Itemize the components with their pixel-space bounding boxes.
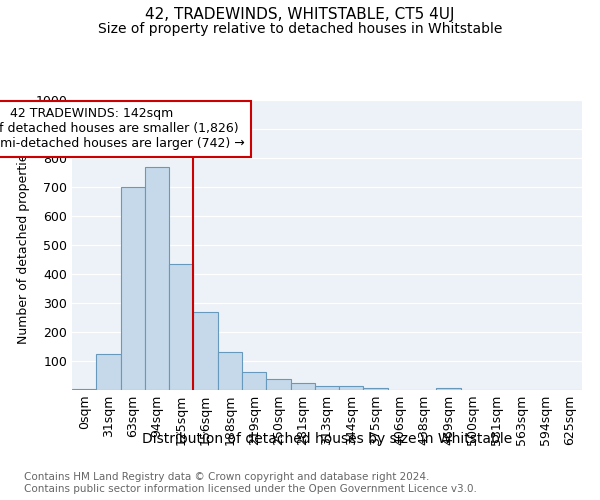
- Bar: [218, 352, 242, 390]
- Bar: [169, 264, 193, 390]
- Bar: [193, 312, 218, 390]
- Text: 42 TRADEWINDS: 142sqm
← 71% of detached houses are smaller (1,826)
29% of semi-d: 42 TRADEWINDS: 142sqm ← 71% of detached …: [0, 108, 245, 150]
- Bar: [266, 380, 290, 390]
- Bar: [96, 354, 121, 390]
- Bar: [339, 386, 364, 390]
- Text: Contains public sector information licensed under the Open Government Licence v3: Contains public sector information licen…: [24, 484, 477, 494]
- Bar: [242, 372, 266, 390]
- Text: 42, TRADEWINDS, WHITSTABLE, CT5 4UJ: 42, TRADEWINDS, WHITSTABLE, CT5 4UJ: [145, 8, 455, 22]
- Bar: [290, 383, 315, 390]
- Y-axis label: Number of detached properties: Number of detached properties: [17, 146, 30, 344]
- Bar: [72, 388, 96, 390]
- Bar: [436, 388, 461, 390]
- Bar: [315, 386, 339, 390]
- Text: Contains HM Land Registry data © Crown copyright and database right 2024.: Contains HM Land Registry data © Crown c…: [24, 472, 430, 482]
- Text: Size of property relative to detached houses in Whitstable: Size of property relative to detached ho…: [98, 22, 502, 36]
- Bar: [121, 187, 145, 390]
- Bar: [364, 388, 388, 390]
- Text: Distribution of detached houses by size in Whitstable: Distribution of detached houses by size …: [142, 432, 512, 446]
- Bar: [145, 166, 169, 390]
